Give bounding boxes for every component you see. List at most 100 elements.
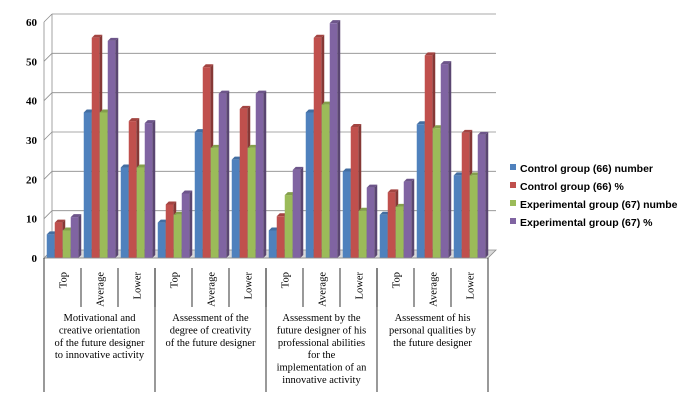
bar-top xyxy=(366,184,378,188)
category-label: Top xyxy=(170,272,181,288)
gridline-diagonal xyxy=(43,210,53,219)
bar-top xyxy=(461,129,473,133)
bar-top xyxy=(350,124,362,128)
bar xyxy=(218,93,227,258)
category-label: Average xyxy=(207,272,218,307)
bar xyxy=(403,181,412,258)
bar-top xyxy=(202,64,214,68)
bar-top xyxy=(403,178,415,182)
bar-side xyxy=(485,131,489,258)
category-label: Lower xyxy=(466,271,477,299)
bar-top xyxy=(358,207,370,211)
bar xyxy=(292,169,301,258)
bar-top xyxy=(387,189,399,193)
category-label: Lower xyxy=(244,271,255,299)
bar-top xyxy=(83,109,95,113)
bar xyxy=(91,37,100,258)
legend-label: Experimental group (67) number xyxy=(520,199,678,211)
bar-top xyxy=(342,168,354,172)
y-tick-label: 40 xyxy=(26,96,38,108)
bar-top xyxy=(424,52,436,56)
bar xyxy=(477,134,486,258)
bar xyxy=(268,230,277,258)
bar xyxy=(144,123,153,258)
bar xyxy=(440,64,449,258)
bar xyxy=(453,175,462,258)
bar-top xyxy=(432,125,444,129)
group-label: Assessment of the xyxy=(172,313,249,324)
group-label: to innovative activity xyxy=(55,350,145,361)
bar xyxy=(366,187,375,258)
group-label: for the xyxy=(308,350,336,361)
bar-side xyxy=(411,178,415,258)
y-tick-label: 10 xyxy=(26,214,38,226)
bar-side xyxy=(78,214,82,258)
bar-top xyxy=(218,90,230,94)
bar-top xyxy=(247,144,259,148)
bar-top xyxy=(91,34,103,38)
bar xyxy=(165,204,174,258)
group-label: implementation of an xyxy=(277,363,368,374)
bar-top xyxy=(239,105,251,109)
group-label: Assessment of his xyxy=(395,313,471,324)
bar-top xyxy=(292,166,304,170)
gridline-diagonal xyxy=(43,13,53,23)
y-tick-label: 20 xyxy=(26,174,38,186)
category-label: Average xyxy=(318,272,329,307)
group-label: personal qualities by xyxy=(389,325,477,336)
bar xyxy=(181,193,190,258)
bar-side xyxy=(337,20,341,259)
bar xyxy=(276,216,285,258)
bar-top xyxy=(62,227,74,231)
bar xyxy=(379,214,388,258)
bar xyxy=(358,210,367,258)
bar xyxy=(62,230,71,258)
bar-top xyxy=(231,156,243,160)
legend-swatch xyxy=(510,218,516,224)
group-label: Motivational and xyxy=(63,313,136,324)
category-label: Top xyxy=(281,272,292,288)
legend-swatch xyxy=(510,200,516,206)
bar-top xyxy=(379,211,391,215)
bar xyxy=(54,222,63,258)
category-label: Lower xyxy=(133,271,144,299)
bar xyxy=(350,127,359,259)
bar-top xyxy=(136,164,148,168)
bar-side xyxy=(374,184,378,258)
bar xyxy=(202,67,211,258)
bar-top xyxy=(268,227,280,231)
bar xyxy=(136,167,145,258)
y-tick-label: 0 xyxy=(32,253,38,265)
bar-top xyxy=(165,201,177,205)
group-label: of the future designer xyxy=(54,338,145,349)
bar xyxy=(239,108,248,258)
bar-side xyxy=(152,120,156,258)
legend-label: Control group (66) number xyxy=(520,163,653,175)
bar-top xyxy=(194,129,206,133)
bar-top xyxy=(128,118,140,122)
bar-top xyxy=(173,211,185,215)
bar xyxy=(305,112,314,258)
bar xyxy=(210,147,219,258)
bar-top xyxy=(321,101,333,105)
legend-label: Control group (66) % xyxy=(520,181,624,193)
bar xyxy=(329,23,338,259)
category-label: Top xyxy=(59,272,70,288)
bar xyxy=(432,128,441,258)
group-label: future designer of his xyxy=(277,325,367,336)
bar-top xyxy=(276,213,288,217)
bar xyxy=(387,192,396,258)
bar-top xyxy=(305,109,317,113)
bar-top xyxy=(329,20,341,24)
bar xyxy=(424,55,433,258)
legend-swatch xyxy=(510,182,516,188)
bar xyxy=(395,206,404,258)
bar-top xyxy=(144,120,156,124)
group-label: innovative activity xyxy=(282,375,361,386)
bar-top xyxy=(157,219,169,223)
bar xyxy=(321,104,330,258)
bar-top xyxy=(181,190,193,194)
bar-side xyxy=(226,90,230,258)
